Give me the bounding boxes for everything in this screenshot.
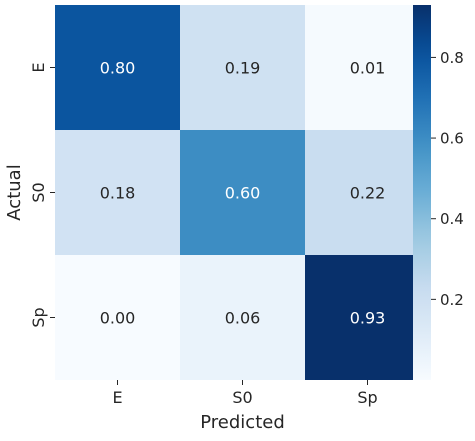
cell-label-Sp-Sp: 0.93 xyxy=(350,309,386,328)
x-axis-label: Predicted xyxy=(200,412,285,433)
heatmap-cell-E-Sp xyxy=(305,5,430,130)
heatmap-cell-Sp-S0 xyxy=(180,255,305,380)
y-tick-label-S0: S0 xyxy=(29,182,48,202)
colorbar-tick-label-2: 0.6 xyxy=(440,130,464,148)
cell-label-Sp-S0: 0.06 xyxy=(225,309,261,328)
heatmap-cell-Sp-Sp xyxy=(305,255,430,380)
colorbar-tick-label-0: 0.2 xyxy=(440,291,464,309)
heatmap-cell-E-S0 xyxy=(180,5,305,130)
x-tick-label-E: E xyxy=(112,388,122,407)
colorbar-gradient xyxy=(413,5,431,380)
colorbar: 0.2 0.4 0.6 0.8 xyxy=(413,5,464,380)
x-tick-label-S0: S0 xyxy=(232,388,252,407)
heatmap-cell-S0-Sp xyxy=(305,130,430,255)
y-axis-label: Actual xyxy=(4,164,25,220)
y-axis-ticks: E S0 Sp xyxy=(29,62,55,328)
cell-label-S0-Sp: 0.22 xyxy=(350,184,386,203)
heatmap-cells xyxy=(55,5,430,380)
cell-label-S0-E: 0.18 xyxy=(100,184,136,203)
heatmap-cell-E-E xyxy=(55,5,180,130)
heatmap-cell-labels: 0.80 0.19 0.01 0.18 0.60 0.22 0.00 0.06 0.93 xyxy=(100,59,386,328)
heatmap-cell-S0-E xyxy=(55,130,180,255)
y-tick-label-Sp: Sp xyxy=(29,307,48,327)
cell-label-Sp-E: 0.00 xyxy=(100,309,136,328)
cell-label-E-Sp: 0.01 xyxy=(350,59,386,78)
colorbar-tick-label-3: 0.8 xyxy=(440,49,464,67)
cell-label-E-E: 0.80 xyxy=(100,59,136,78)
colorbar-tick-label-1: 0.4 xyxy=(440,210,464,228)
cell-label-S0-S0: 0.60 xyxy=(225,184,261,203)
heatmap-cell-Sp-E xyxy=(55,255,180,380)
colorbar-ticks: 0.2 0.4 0.6 0.8 xyxy=(431,49,464,309)
x-tick-label-Sp: Sp xyxy=(357,388,377,407)
y-tick-label-E: E xyxy=(29,62,48,72)
x-axis-ticks: E S0 Sp xyxy=(112,380,378,407)
heatmap-cell-S0-S0 xyxy=(180,130,305,255)
cell-label-E-S0: 0.19 xyxy=(225,59,261,78)
